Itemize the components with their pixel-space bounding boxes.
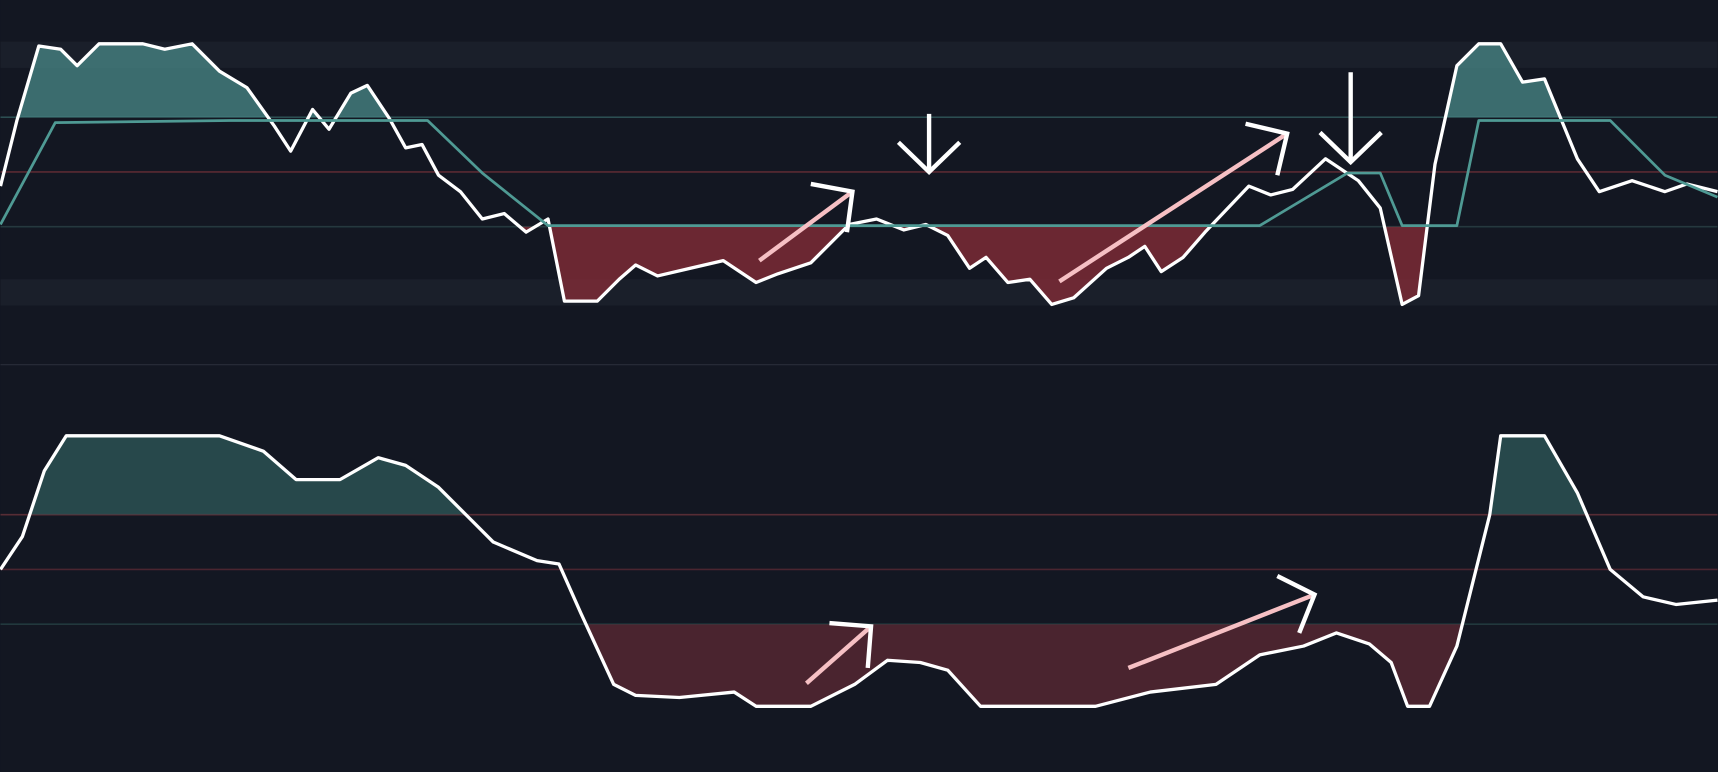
overbought-fill — [0, 43, 1718, 118]
oversold-fill — [0, 624, 1718, 707]
oscillator-line — [0, 434, 1718, 708]
arrow-head — [1318, 130, 1383, 166]
arrow — [758, 189, 854, 263]
zone-band — [0, 279, 1718, 306]
zone-band — [0, 41, 1718, 68]
plot-layers — [0, 42, 1718, 708]
arrow-head — [1245, 121, 1290, 176]
arrow-head — [810, 181, 855, 233]
panel — [0, 434, 1718, 708]
arrow-head — [896, 140, 962, 175]
arrow-head — [829, 620, 874, 669]
overbought-fill — [29, 435, 1587, 515]
arrow — [1058, 131, 1289, 284]
arrow — [1127, 592, 1316, 671]
signal-line — [0, 119, 1718, 227]
arrow-head — [1276, 574, 1318, 634]
panel — [0, 42, 1718, 307]
annotations — [758, 72, 1383, 685]
arrow — [804, 624, 873, 685]
